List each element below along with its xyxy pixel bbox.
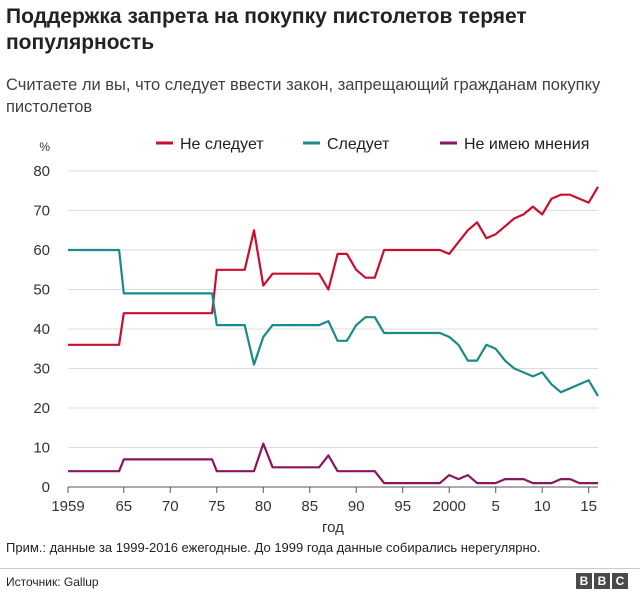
legend-label-1: Не следует <box>180 136 264 153</box>
x-tick-label: 5 <box>492 498 500 515</box>
x-tick-label: 70 <box>162 498 179 515</box>
x-tick-label: 80 <box>255 498 272 515</box>
logo-letter: B <box>594 573 610 589</box>
axis: 0 10 20 30 40 50 60 70 80% 1959 65 70 75 80 85 90 95 2000… <box>33 140 597 536</box>
x-tick-label: 90 <box>348 498 365 515</box>
y-tick-label: 10 <box>33 440 50 457</box>
x-tick-label: 1959 <box>51 498 84 515</box>
x-tick-label: 10 <box>534 498 551 515</box>
x-tick-label: 15 <box>580 498 597 515</box>
chart-note: Прим.: данные за 1999-2016 ежегодные. До… <box>6 540 541 555</box>
source-label: Источник: Gallup <box>6 575 99 589</box>
x-tick-label: 95 <box>394 498 411 515</box>
y-tick-label: 70 <box>33 203 50 220</box>
x-tick-label: 65 <box>115 498 132 515</box>
legend-label-2: Следует <box>327 136 390 153</box>
x-tick-label: 85 <box>301 498 318 515</box>
y-tick-label: 80 <box>33 163 50 180</box>
y-tick-label: 20 <box>33 400 50 417</box>
y-tick-label: 60 <box>33 242 50 259</box>
x-axis-label: год <box>322 519 344 536</box>
series-line-2 <box>68 248 599 397</box>
logo-letter: B <box>576 573 592 589</box>
line-chart: 0 10 20 30 40 50 60 70 80% 1959 65 70 75 80 85 90 95 2000… <box>33 136 599 536</box>
x-tick-label: 75 <box>208 498 225 515</box>
logo-letter: C <box>612 573 628 589</box>
y-tick-label: 40 <box>33 321 50 338</box>
legend-label-3: Не имею мнения <box>464 136 589 153</box>
legend: Не следует Следует Не имею мнения <box>156 136 589 153</box>
chart-title: Поддержка запрета на покупку пистолетов … <box>6 5 527 54</box>
y-tick-label: 0 <box>42 479 50 496</box>
series-line-1 <box>68 186 599 346</box>
y-unit-label: % <box>39 140 50 154</box>
chart-subtitle: Считаете ли вы, что следует ввести закон… <box>6 76 601 116</box>
y-tick-label: 50 <box>33 282 50 299</box>
x-tick-label: 2000 <box>433 498 466 515</box>
bbc-logo: B B C <box>576 573 628 589</box>
series-line-3 <box>68 442 598 485</box>
series-lines <box>68 186 599 485</box>
footer-divider <box>0 568 640 569</box>
y-tick-label: 30 <box>33 361 50 378</box>
